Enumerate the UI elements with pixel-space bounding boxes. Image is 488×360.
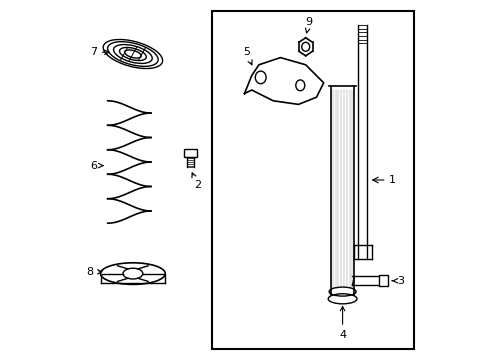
Text: 8: 8 bbox=[86, 267, 102, 277]
Text: 9: 9 bbox=[305, 17, 312, 33]
Bar bbox=[183, 149, 197, 157]
Text: 5: 5 bbox=[243, 47, 252, 65]
Text: 3: 3 bbox=[391, 276, 404, 286]
Text: 2: 2 bbox=[191, 173, 201, 190]
Bar bbox=[212, 11, 413, 349]
Text: 1: 1 bbox=[388, 175, 395, 185]
Text: 4: 4 bbox=[338, 306, 346, 340]
Text: 6: 6 bbox=[90, 161, 103, 171]
Text: 7: 7 bbox=[90, 47, 109, 57]
Bar bbox=[379, 275, 387, 286]
